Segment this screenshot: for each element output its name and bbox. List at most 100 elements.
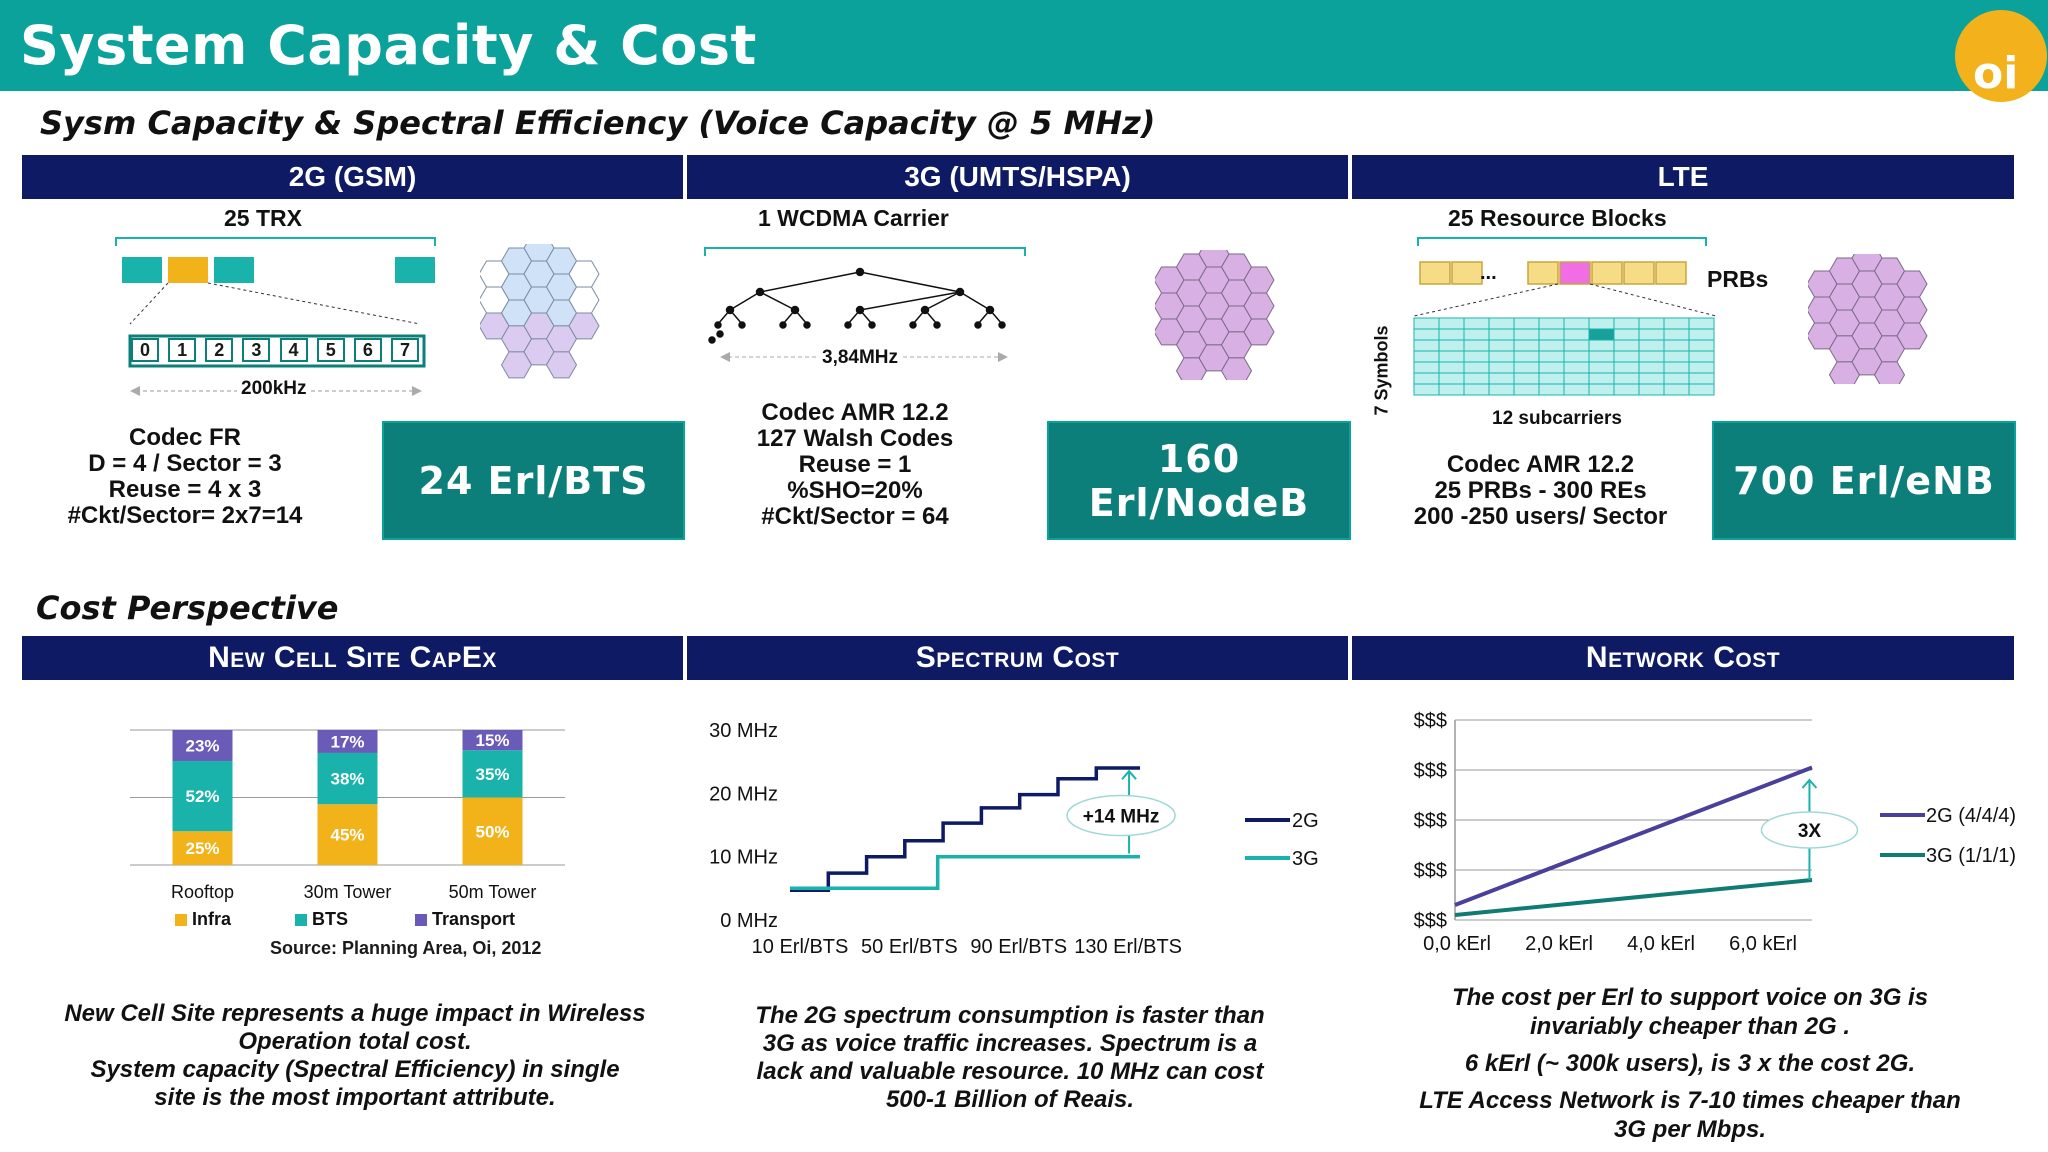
resource-element — [1538, 339, 1565, 352]
resource-element — [1513, 317, 1540, 330]
bar-data-label: 25% — [185, 839, 219, 858]
legend-label: Transport — [432, 909, 515, 929]
hex-reuse-cluster-lte — [1808, 254, 1928, 384]
resource-element — [1488, 361, 1515, 374]
tree-node — [790, 305, 800, 315]
bar-segment-bts — [462, 750, 523, 798]
bar-data-label: 45% — [330, 826, 364, 845]
caption-line: 500-1 Billion of Reais. — [885, 1086, 1135, 1113]
tree-node — [920, 305, 930, 315]
y-tick-label: 30 MHz — [709, 720, 778, 742]
bar-segment-transport — [462, 730, 523, 751]
legend-label: 2G — [1292, 810, 1319, 832]
resource-element — [1613, 372, 1640, 385]
resource-element — [1638, 339, 1665, 352]
prb-block — [1527, 261, 1559, 285]
gsm-frame-diagram — [115, 237, 436, 368]
resource-element — [1438, 339, 1465, 352]
gsm-spec-line: Reuse = 4 x 3 — [108, 476, 262, 503]
lte-spec-line: 25 PRBs - 300 REs — [1434, 477, 1647, 504]
legend-label: 2G (4/4/4) — [1926, 805, 2016, 827]
resource-element — [1513, 339, 1540, 352]
kpi-2g: 24 Erl/BTS — [382, 421, 685, 540]
resource-element — [1413, 350, 1440, 363]
kpi-3g: 160 Erl/NodeB — [1047, 421, 1351, 540]
resource-element — [1538, 372, 1565, 385]
tree-node — [933, 321, 941, 329]
tree-edge — [859, 291, 961, 311]
resource-element — [1488, 372, 1515, 385]
tree-edge — [759, 291, 796, 311]
tree-node — [974, 321, 982, 329]
caption-line: invariably cheaper than 2G . — [1529, 1013, 1851, 1040]
tree-node — [779, 321, 787, 329]
hex-cell — [1873, 361, 1906, 384]
bar-segment-transport — [172, 730, 233, 762]
resource-element — [1688, 361, 1715, 374]
resource-element — [1613, 317, 1640, 330]
legend-label: 3G (1/1/1) — [1926, 845, 2016, 867]
resource-element — [1563, 361, 1590, 374]
bar-data-label: 15% — [475, 731, 509, 750]
resource-element — [1588, 350, 1615, 363]
resource-element — [1438, 350, 1465, 363]
resource-element — [1413, 328, 1440, 341]
timeslot-7: 7 — [390, 338, 419, 362]
prb-ellipsis: ... — [1480, 262, 1497, 284]
lte-spec-block: Codec AMR 12.2 25 PRBs - 300 REs 200 -25… — [1393, 452, 1688, 530]
tree-node — [955, 287, 965, 297]
lte-spec-line: 200 -250 users/ Sector — [1413, 503, 1668, 530]
timeslot-row: 0 1 2 3 4 5 6 7 — [131, 338, 419, 364]
prb-block — [1591, 261, 1623, 285]
annotation-bubble — [1066, 794, 1176, 837]
caption-line: System capacity (Spectral Efficiency) in… — [90, 1056, 620, 1083]
legend-swatch — [415, 914, 427, 926]
caption-line: site is the most important attribute. — [154, 1084, 556, 1111]
resource-element — [1588, 383, 1615, 396]
bar-segment-infra — [462, 797, 523, 865]
caption-line: 3G per Mbps. — [1613, 1116, 1767, 1143]
3-84mhz-label: 3,84MHz — [818, 347, 903, 369]
umts-spec-line: %SHO=20% — [787, 477, 923, 504]
resource-element — [1638, 372, 1665, 385]
logo-text: oi — [1973, 48, 2019, 99]
spectrum-cost-line-chart: 0 MHz 10 MHz 20 MHz 30 MHz 10 Erl/BTS 50 Erl/… — [709, 720, 1319, 958]
resource-element — [1688, 372, 1715, 385]
gsm-spec-line: D = 4 / Sector = 3 — [88, 450, 282, 477]
bar-data-label: 50% — [475, 822, 509, 841]
bar-segment-transport — [317, 730, 378, 753]
chart-source: Source: Planning Area, Oi, 2012 — [270, 938, 542, 958]
x-tick-label: 50 Erl/BTS — [861, 936, 958, 958]
hex-cell — [545, 351, 578, 379]
timeslot-4: 4 — [279, 338, 308, 362]
resource-element — [1538, 317, 1565, 330]
resource-element — [1463, 350, 1490, 363]
resource-element — [1538, 328, 1565, 341]
resource-element — [1663, 339, 1690, 352]
caption-line: Operation total cost. — [238, 1028, 472, 1055]
resource-element — [1463, 361, 1490, 374]
resource-element — [1563, 383, 1590, 396]
resource-element — [1563, 350, 1590, 363]
capex-stacked-bar-chart: 25% 52% 23% Rooftop 45% 38% 17% 30m Tower 50% 35%… — [130, 729, 565, 929]
hex-cell — [1220, 357, 1253, 380]
resource-element — [1438, 317, 1465, 330]
tree-node — [803, 321, 811, 329]
oi-logo: oi — [1955, 10, 2047, 102]
7-symbols-label: 7 Symbols — [1371, 325, 1392, 416]
tree-edge — [959, 291, 991, 311]
resource-element — [1413, 361, 1440, 374]
resource-element — [1538, 383, 1565, 396]
resource-element — [1613, 350, 1640, 363]
tree-node — [844, 321, 852, 329]
y-tick-label: 0 MHz — [720, 910, 778, 932]
timeslot-1: 1 — [168, 338, 197, 362]
resource-element — [1663, 317, 1690, 330]
resource-element — [1413, 339, 1440, 352]
spectrum-caption: The 2G spectrum consumption is faster th… — [700, 1002, 1320, 1114]
umts-spec-block: Codec AMR 12.2 127 Walsh Codes Reuse = 1… — [735, 400, 975, 530]
resource-element — [1663, 328, 1690, 341]
resource-element — [1588, 372, 1615, 385]
annotation-arrowhead — [1801, 778, 1818, 789]
resource-blocks-label: 25 Resource Blocks — [1448, 205, 1667, 231]
